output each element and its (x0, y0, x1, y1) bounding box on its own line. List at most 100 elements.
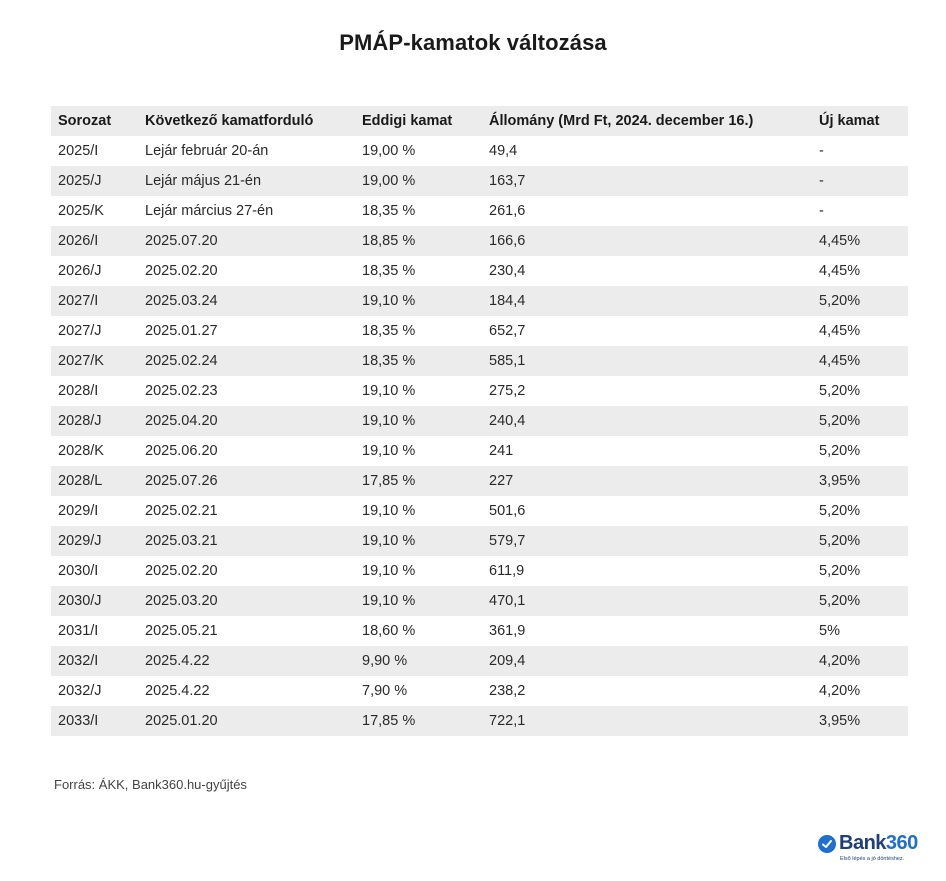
cell-series: 2029/I (51, 496, 138, 526)
cell-next-rate-change: 2025.03.24 (138, 286, 355, 316)
cell-new-rate: 5,20% (812, 556, 908, 586)
cell-new-rate: 4,45% (812, 346, 908, 376)
cell-new-rate: 4,45% (812, 226, 908, 256)
cell-outstanding-amount: 166,6 (482, 226, 812, 256)
cell-new-rate: - (812, 166, 908, 196)
cell-previous-rate: 9,90 % (355, 646, 482, 676)
table-header-row: Sorozat Következő kamatforduló Eddigi ka… (51, 106, 908, 136)
cell-new-rate: 5,20% (812, 526, 908, 556)
table-row: 2030/I 2025.02.20 19,10 % 611,9 5,20% (51, 556, 908, 586)
cell-next-rate-change: 2025.02.20 (138, 256, 355, 286)
cell-previous-rate: 18,35 % (355, 196, 482, 226)
cell-series: 2033/I (51, 706, 138, 736)
cell-previous-rate: 19,00 % (355, 136, 482, 166)
cell-new-rate: 5,20% (812, 286, 908, 316)
logo-brand-number: 360 (885, 832, 918, 854)
table-row: 2026/J 2025.02.20 18,35 % 230,4 4,45% (51, 256, 908, 286)
cell-new-rate: 4,45% (812, 256, 908, 286)
cell-series: 2026/J (51, 256, 138, 286)
cell-previous-rate: 19,00 % (355, 166, 482, 196)
cell-next-rate-change: Lejár február 20-án (138, 136, 355, 166)
cell-outstanding-amount: 240,4 (482, 406, 812, 436)
table-row: 2025/I Lejár február 20-án 19,00 % 49,4- (51, 136, 908, 166)
table-row: 2030/J 2025.03.20 19,10 % 470,1 5,20% (51, 586, 908, 616)
cell-series: 2027/K (51, 346, 138, 376)
cell-previous-rate: 18,35 % (355, 256, 482, 286)
table-row: 2028/I 2025.02.23 19,10 % 275,2 5,20% (51, 376, 908, 406)
cell-previous-rate: 19,10 % (355, 376, 482, 406)
table-row: 2025/J Lejár május 21-én 19,00 % 163,7- (51, 166, 908, 196)
cell-previous-rate: 18,85 % (355, 226, 482, 256)
cell-outstanding-amount: 163,7 (482, 166, 812, 196)
cell-series: 2028/I (51, 376, 138, 406)
cell-next-rate-change: 2025.01.27 (138, 316, 355, 346)
cell-outstanding-amount: 275,2 (482, 376, 812, 406)
header-series: Sorozat (51, 106, 138, 136)
cell-outstanding-amount: 579,7 (482, 526, 812, 556)
cell-previous-rate: 18,60 % (355, 616, 482, 646)
cell-next-rate-change: 2025.04.20 (138, 406, 355, 436)
cell-next-rate-change: 2025.02.21 (138, 496, 355, 526)
cell-series: 2027/J (51, 316, 138, 346)
cell-next-rate-change: Lejár március 27-én (138, 196, 355, 226)
logo-brand: Bank (839, 832, 886, 854)
page-title: PMÁP-kamatok változása (339, 30, 607, 55)
cell-outstanding-amount: 227 (482, 466, 812, 496)
cell-new-rate: 5,20% (812, 406, 908, 436)
cell-series: 2032/I (51, 646, 138, 676)
table-row: 2027/J 2025.01.27 18,35 % 652,7 4,45% (51, 316, 908, 346)
cell-new-rate: 3,95% (812, 706, 908, 736)
table-row: 2029/J 2025.03.21 19,10 % 579,7 5,20% (51, 526, 908, 556)
cell-new-rate: 4,20% (812, 676, 908, 706)
cell-previous-rate: 19,10 % (355, 556, 482, 586)
table-row: 2027/K 2025.02.24 18,35 % 585,1 4,45% (51, 346, 908, 376)
cell-next-rate-change: 2025.06.20 (138, 436, 355, 466)
cell-outstanding-amount: 230,4 (482, 256, 812, 286)
cell-outstanding-amount: 470,1 (482, 586, 812, 616)
cell-outstanding-amount: 184,4 (482, 286, 812, 316)
cell-series: 2027/I (51, 286, 138, 316)
table-row: 2032/J 2025.4.22 7,90 % 238,2 4,20% (51, 676, 908, 706)
table-row: 2027/I 2025.03.24 19,10 % 184,4 5,20% (51, 286, 908, 316)
check-circle-icon (818, 835, 836, 853)
cell-outstanding-amount: 361,9 (482, 616, 812, 646)
logo-tagline: Első lépés a jó döntéshez. (840, 856, 905, 862)
cell-new-rate: 5,20% (812, 496, 908, 526)
header-new-rate: Új kamat (812, 106, 908, 136)
cell-previous-rate: 18,35 % (355, 316, 482, 346)
cell-previous-rate: 7,90 % (355, 676, 482, 706)
cell-new-rate: 4,20% (812, 646, 908, 676)
cell-series: 2025/I (51, 136, 138, 166)
cell-new-rate: 5,20% (812, 436, 908, 466)
table-body: 2025/I Lejár február 20-án 19,00 % 49,4-202… (51, 136, 908, 736)
cell-previous-rate: 19,10 % (355, 406, 482, 436)
cell-next-rate-change: 2025.07.20 (138, 226, 355, 256)
cell-next-rate-change: 2025.02.23 (138, 376, 355, 406)
cell-new-rate: 5,20% (812, 376, 908, 406)
cell-previous-rate: 17,85 % (355, 706, 482, 736)
cell-next-rate-change: Lejár május 21-én (138, 166, 355, 196)
cell-outstanding-amount: 611,9 (482, 556, 812, 586)
table-row: 2028/L 2025.07.26 17,85 % 227 3,95% (51, 466, 908, 496)
cell-previous-rate: 19,10 % (355, 496, 482, 526)
cell-series: 2031/I (51, 616, 138, 646)
interest-rate-table: Sorozat Következő kamatforduló Eddigi ka… (51, 106, 908, 736)
cell-new-rate: 5,20% (812, 586, 908, 616)
header-next-rate-change: Következő kamatforduló (138, 106, 355, 136)
source-note: Forrás: ÁKK, Bank360.hu-gyűjtés (54, 777, 247, 792)
cell-outstanding-amount: 585,1 (482, 346, 812, 376)
cell-outstanding-amount: 49,4 (482, 136, 812, 166)
table-row: 2028/K 2025.06.20 19,10 % 241 5,20% (51, 436, 908, 466)
cell-outstanding-amount: 238,2 (482, 676, 812, 706)
cell-outstanding-amount: 261,6 (482, 196, 812, 226)
table-row: 2029/I 2025.02.21 19,10 % 501,6 5,20% (51, 496, 908, 526)
cell-next-rate-change: 2025.02.24 (138, 346, 355, 376)
cell-previous-rate: 19,10 % (355, 526, 482, 556)
cell-next-rate-change: 2025.01.20 (138, 706, 355, 736)
cell-outstanding-amount: 241 (482, 436, 812, 466)
header-previous-rate: Eddigi kamat (355, 106, 482, 136)
cell-outstanding-amount: 652,7 (482, 316, 812, 346)
table-row: 2026/I 2025.07.20 18,85 % 166,6 4,45% (51, 226, 908, 256)
cell-previous-rate: 19,10 % (355, 436, 482, 466)
logo-wordmark: Bank360 (839, 832, 918, 855)
